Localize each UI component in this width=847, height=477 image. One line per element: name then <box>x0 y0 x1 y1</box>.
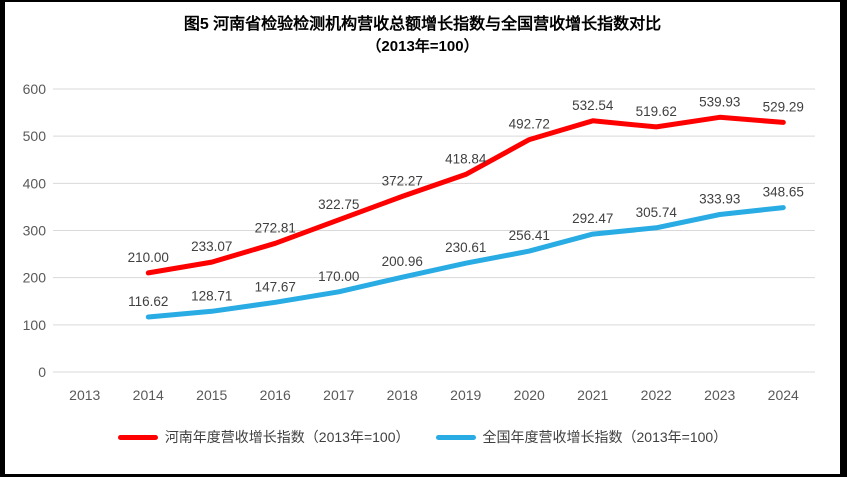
national-series-swatch-icon <box>435 434 476 440</box>
x-axis-tick-label: 2022 <box>641 387 672 403</box>
chart-legend: 河南年度营收增长指数（2013年=100） 全国年度营收增长指数（2013年=1… <box>5 427 840 447</box>
data-label: 305.74 <box>636 205 678 220</box>
y-axis-tick-label: 100 <box>23 317 47 333</box>
x-axis-tick-label: 2024 <box>768 387 799 403</box>
legend-item-henan: 河南年度营收增长指数（2013年=100） <box>117 427 410 447</box>
x-axis-tick-label: 2018 <box>387 387 418 403</box>
data-label: 519.62 <box>636 104 677 119</box>
legend-item-national: 全国年度营收增长指数（2013年=100） <box>435 427 728 447</box>
y-axis-tick-label: 400 <box>23 175 47 191</box>
x-axis-tick-label: 2023 <box>704 387 735 403</box>
chart-title-line1: 图5 河南省检验检测机构营收总额增长指数与全国营收增长指数对比 <box>183 16 662 33</box>
henan-series-swatch-icon <box>117 434 158 440</box>
data-label: 116.62 <box>128 294 168 309</box>
data-label: 372.27 <box>382 173 423 188</box>
x-axis-tick-label: 2021 <box>577 387 608 403</box>
y-axis-tick-label: 500 <box>23 128 47 144</box>
data-label: 292.47 <box>572 211 613 226</box>
y-axis-tick-label: 200 <box>23 270 47 286</box>
data-label: 532.54 <box>572 98 614 113</box>
data-label: 147.67 <box>255 279 296 294</box>
data-label: 200.96 <box>382 254 423 269</box>
x-axis-tick-label: 2014 <box>133 387 164 403</box>
data-label: 256.41 <box>509 228 550 243</box>
data-label: 418.84 <box>445 151 487 166</box>
data-label: 348.65 <box>763 185 804 200</box>
legend-label-henan: 河南年度营收增长指数（2013年=100） <box>164 429 410 445</box>
data-label: 128.71 <box>191 288 232 303</box>
series-line <box>145 114 786 276</box>
data-label: 539.93 <box>699 94 740 109</box>
y-axis-tick-label: 600 <box>23 81 47 97</box>
x-axis-tick-label: 2020 <box>514 387 545 403</box>
series-line <box>145 205 786 320</box>
data-label: 233.07 <box>191 239 232 254</box>
x-axis-tick-label: 2017 <box>323 387 354 403</box>
chart-title: 图5 河南省检验检测机构营收总额增长指数与全国营收增长指数对比 （2013年=1… <box>5 13 840 58</box>
data-label: 529.29 <box>763 99 804 114</box>
x-axis-tick-label: 2016 <box>260 387 291 403</box>
data-label: 170.00 <box>318 269 359 284</box>
data-label: 492.72 <box>509 117 550 132</box>
data-label: 230.61 <box>445 240 486 255</box>
x-axis-tick-label: 2015 <box>196 387 227 403</box>
x-axis-tick-label: 2019 <box>450 387 481 403</box>
line-chart-canvas: 0 100 200 300 400 500 600 2013 2014 2015 2016 2017 2… <box>23 81 815 403</box>
data-label: 333.93 <box>699 191 740 206</box>
data-label: 272.81 <box>255 220 296 235</box>
y-axis-tick-label: 0 <box>38 364 46 380</box>
data-label: 322.75 <box>318 197 359 212</box>
chart-title-line2: （2013年=100） <box>366 38 479 55</box>
x-axis-tick-label: 2013 <box>69 387 100 403</box>
legend-label-national: 全国年度营收增长指数（2013年=100） <box>482 429 728 445</box>
data-label: 210.00 <box>128 250 169 265</box>
y-axis-tick-label: 300 <box>23 223 47 239</box>
